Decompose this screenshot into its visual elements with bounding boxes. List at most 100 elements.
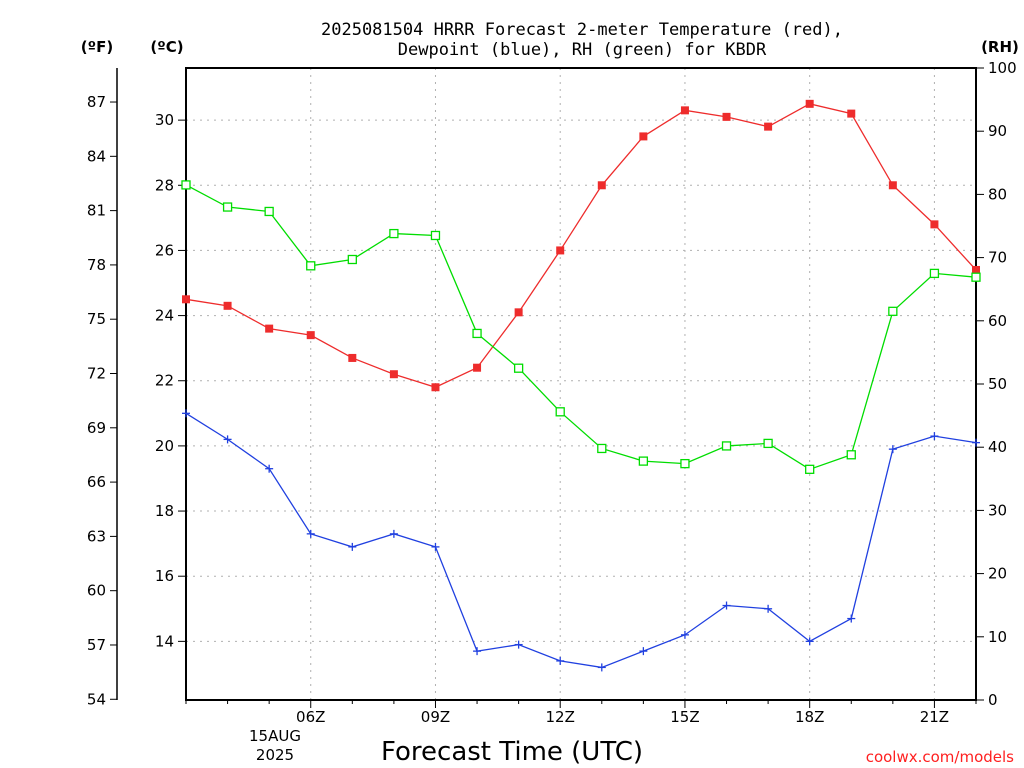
rh-point: [805, 464, 815, 474]
rh-point: [888, 306, 898, 316]
rh-tick-label: 0: [988, 691, 998, 709]
rh-point: [472, 328, 482, 339]
x-tick-label: 18Z: [795, 708, 824, 726]
temperature-point: [639, 132, 648, 141]
rh-point: [638, 456, 649, 466]
dewpoint-point: [972, 438, 980, 447]
dewpoint-point: [514, 640, 523, 649]
fahrenheit-tick-label: 66: [87, 473, 106, 491]
rh-point: [597, 443, 607, 454]
celsius-tick-label: 26: [155, 241, 174, 259]
temperature-point: [722, 112, 731, 121]
temperature-point: [389, 370, 398, 379]
dewpoint-point: [722, 601, 731, 610]
chart-title-line1: 2025081504 HRRR Forecast 2-meter Tempera…: [321, 20, 843, 40]
fahrenheit-tick-label: 69: [87, 419, 106, 437]
temperature-point: [680, 106, 689, 115]
temperature-point: [223, 301, 232, 310]
temperature-point: [805, 99, 814, 108]
dewpoint-point: [556, 656, 565, 665]
rh-point: [971, 272, 981, 282]
dewpoint-point: [888, 445, 897, 454]
data-series: [181, 99, 981, 672]
temperature-point: [265, 324, 274, 333]
temperature-point: [764, 122, 773, 131]
temperature-point: [306, 331, 315, 340]
celsius-unit-label: (ºC): [150, 38, 183, 56]
plot-border: [185, 67, 977, 701]
fahrenheit-tick-label: 87: [87, 93, 106, 111]
rh-point: [389, 228, 399, 239]
dewpoint-point: [223, 435, 232, 444]
temperature-line: [185, 103, 977, 388]
dewpoint-point: [930, 432, 939, 441]
fahrenheit-tick-label: 60: [87, 582, 106, 600]
rh-point: [513, 363, 524, 373]
plot-frame: [185, 67, 977, 701]
rh-point: [555, 407, 565, 417]
temperature-point: [930, 220, 939, 229]
celsius-tick-label: 20: [155, 437, 174, 455]
dewpoint-point: [182, 409, 190, 418]
rh-tick-label: 80: [988, 185, 1007, 203]
rh-tick-label: 100: [988, 59, 1017, 77]
temperature-point: [473, 363, 482, 372]
dewpoint-point: [680, 630, 689, 639]
date-day-label: 15AUG: [249, 727, 301, 745]
celsius-tick-label: 14: [155, 632, 174, 650]
celsius-tick-label: 24: [155, 307, 174, 325]
axes: 06Z 09Z 12Z 15Z 18Z 21Z 14 16 18 20 22 24 26 28 30 54 57…: [87, 59, 1017, 726]
fahrenheit-tick-label: 63: [87, 527, 106, 545]
rh-tick-label: 50: [988, 375, 1007, 393]
rh-point: [721, 441, 732, 451]
rh-point: [181, 180, 191, 190]
rh-point: [763, 438, 773, 449]
celsius-tick-label: 16: [155, 567, 174, 585]
rh-point: [347, 254, 357, 265]
fahrenheit-tick-label: 57: [87, 636, 106, 654]
rh-unit-label: (RH): [981, 38, 1019, 56]
credit-text: coolwx.com/models: [866, 748, 1014, 766]
rh-tick-label: 10: [988, 628, 1007, 646]
rh-point: [680, 458, 690, 469]
dewpoint-point: [306, 529, 315, 538]
celsius-tick-label: 30: [155, 111, 174, 129]
rh-tick-label: 30: [988, 501, 1007, 519]
rh-point: [929, 268, 940, 279]
fahrenheit-tick-label: 78: [87, 256, 106, 274]
x-tick-label: 12Z: [546, 708, 575, 726]
fahrenheit-unit-label: (ºF): [81, 38, 113, 56]
dewpoint-point: [473, 647, 482, 656]
temperature-point: [182, 295, 190, 304]
dewpoint-point: [431, 542, 440, 551]
x-tick-label: 21Z: [920, 708, 949, 726]
dewpoint-point: [389, 529, 398, 538]
dewpoint-point: [639, 647, 648, 656]
rh-point: [222, 202, 233, 212]
temperature-point: [431, 383, 440, 392]
rh-tick-label: 40: [988, 438, 1007, 456]
rh-line: [185, 184, 977, 471]
rh-point: [430, 230, 441, 241]
rh-tick-label: 20: [988, 565, 1007, 583]
dewpoint-point: [348, 542, 357, 551]
temperature-point: [556, 246, 565, 255]
x-axis-title: Forecast Time (UTC): [381, 737, 643, 767]
fahrenheit-tick-label: 84: [87, 147, 106, 165]
temperature-point: [972, 265, 980, 274]
dewpoint-line: [185, 412, 977, 669]
rh-tick-label: 90: [988, 122, 1007, 140]
x-tick-label: 06Z: [296, 708, 325, 726]
x-tick-label: 09Z: [421, 708, 450, 726]
date-year-label: 2025: [256, 746, 294, 764]
temperature-point: [888, 181, 897, 190]
rh-tick-label: 70: [988, 249, 1007, 267]
chart-title-line2: Dewpoint (blue), RH (green) for KBDR: [398, 40, 767, 60]
temperature-point: [597, 181, 606, 190]
rh-point: [846, 450, 856, 460]
fahrenheit-tick-label: 81: [87, 202, 106, 220]
fahrenheit-tick-label: 72: [87, 365, 106, 383]
rh-point: [264, 206, 274, 217]
dewpoint-point: [764, 604, 773, 613]
